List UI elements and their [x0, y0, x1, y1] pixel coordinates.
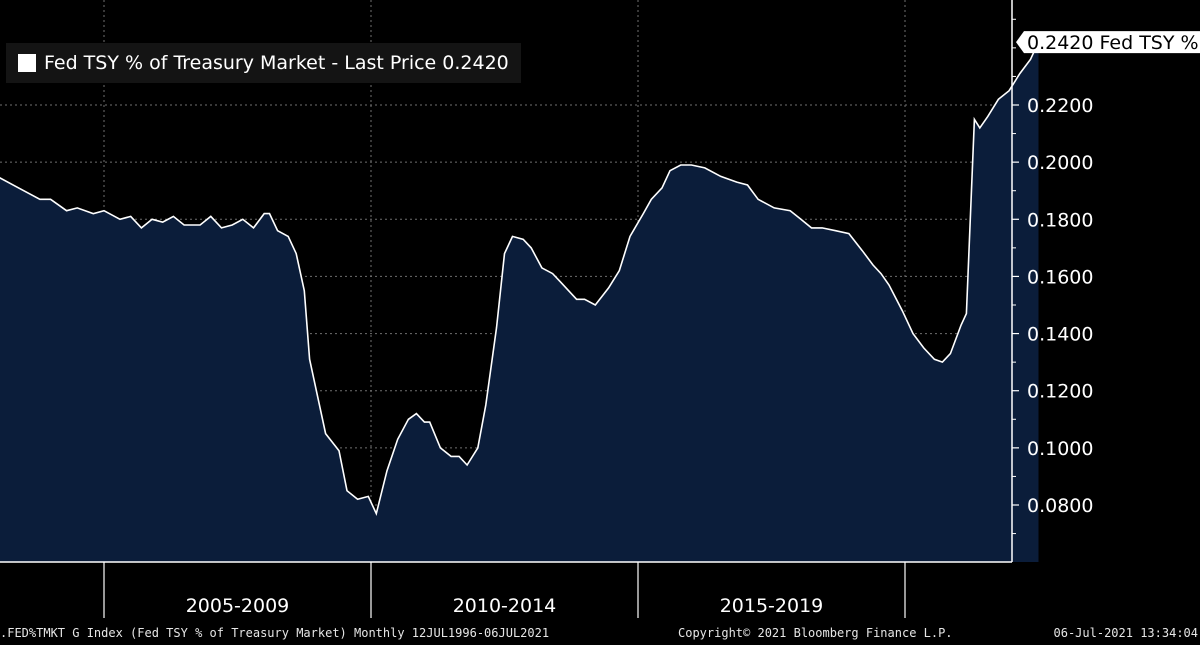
y-tick-label: 0.1400	[1027, 324, 1093, 346]
x-band-label-1: 2010-2014	[453, 595, 557, 617]
y-tick-label: 0.0800	[1027, 495, 1093, 517]
x-band-label-0: 2005-2009	[186, 595, 290, 617]
series-line	[0, 41, 1040, 516]
footer-copyright: Copyright© 2021 Bloomberg Finance L.P.	[678, 626, 953, 640]
y-tick-label: 0.1200	[1027, 381, 1093, 403]
y-tick-label: 0.1800	[1027, 209, 1093, 231]
legend-swatch	[18, 54, 36, 72]
y-tick-label: 0.2000	[1027, 152, 1093, 174]
x-axis: 2005-2009 2010-2014 2015-2019	[103, 562, 906, 618]
footer: .FED%TMKT G Index (Fed TSY % of Treasury…	[0, 622, 1200, 644]
last-value-marker: 0.2420 Fed TSY %	[1016, 31, 1200, 54]
y-tick-label: 0.2200	[1027, 95, 1093, 117]
series-area	[0, 42, 1039, 562]
last-value-tag	[1016, 31, 1200, 54]
axes	[0, 0, 1013, 563]
y-axis: 0.0800 0.1000 0.1200 0.1400 0.1600 0.1800 0.20…	[1012, 18, 1093, 535]
legend: Fed TSY % of Treasury Market - Last Pric…	[6, 43, 521, 83]
y-tick-label: 0.1600	[1027, 266, 1093, 288]
footer-timestamp: 06-Jul-2021 13:34:04	[1053, 626, 1199, 640]
last-value-label: 0.2420 Fed TSY %	[1027, 32, 1199, 54]
x-band-label-2: 2015-2019	[720, 595, 824, 617]
footer-ticker: .FED%TMKT G Index (Fed TSY % of Treasury…	[0, 626, 550, 640]
legend-text: Fed TSY % of Treasury Market - Last Pric…	[44, 52, 509, 74]
y-tick-label: 0.1000	[1027, 438, 1093, 460]
